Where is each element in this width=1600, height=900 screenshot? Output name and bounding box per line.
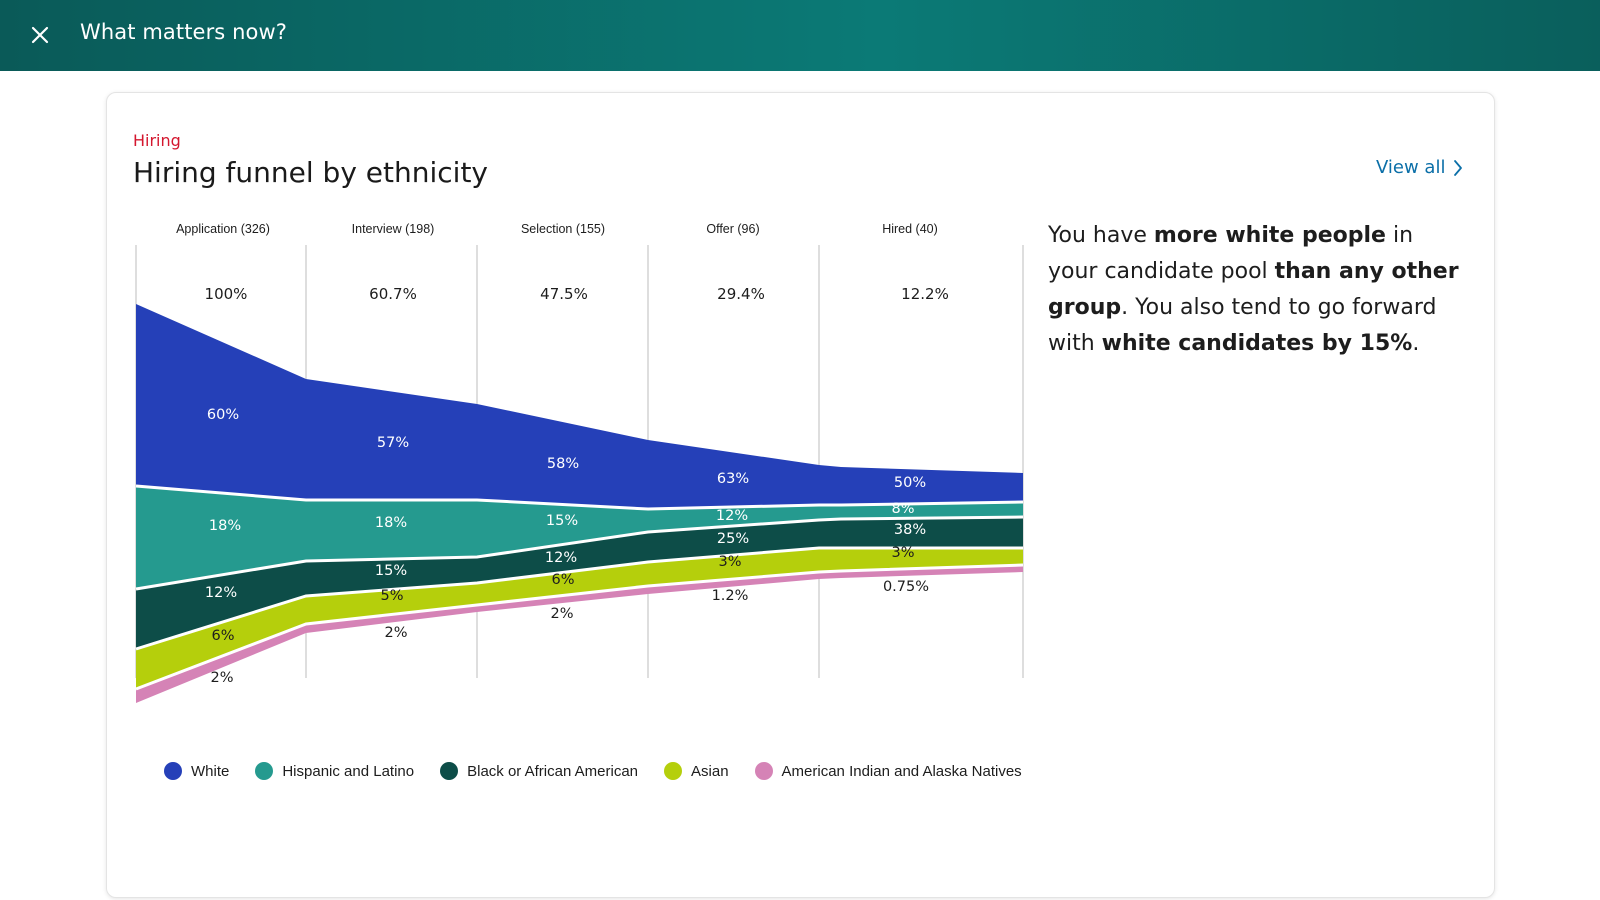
insight-highlight: than any other group [1048,259,1459,320]
band-separator [135,563,1024,691]
band-value-label: 15% [546,513,578,529]
legend-swatch [255,762,274,780]
stage-percent-label: 60.7% [369,285,417,303]
band-value-label: 15% [375,563,407,579]
band-value-label: 2% [210,670,233,686]
band-value-label: 57% [377,435,409,451]
close-icon [31,26,49,44]
page-title: What matters now? [80,20,287,44]
view-all-label: View all [1376,157,1446,178]
legend-swatch [664,762,683,780]
legend-item: Black or African American [440,762,638,780]
legend-item: White [164,762,229,780]
insight-segment: in your candidate pool [1048,223,1414,284]
view-all-link[interactable]: View all [1376,157,1463,178]
chevron-right-icon [1454,159,1463,176]
legend-label: Asian [691,762,729,780]
band-value-label: 1.2% [712,588,749,604]
band-value-label: 12% [716,508,748,524]
legend-label: Black or African American [467,762,639,780]
insight-segment: You have [1048,223,1154,248]
top-bar: What matters now? [0,0,1600,71]
band-value-label: 6% [551,572,574,588]
band-separator [135,484,1024,511]
insight-text: You have more white people in your candi… [1048,218,1468,362]
band-separator [135,546,1023,651]
band-value-label: 50% [894,475,926,491]
stage-percent-label: 100% [205,285,248,303]
stage-percent-label: 29.4% [717,285,765,303]
band-value-label: 63% [717,471,749,487]
band-value-label: 6% [211,628,234,644]
stage-label: Selection (155) [521,222,605,236]
band-value-label: 2% [384,625,407,641]
band-value-label: 60% [207,407,239,423]
band-value-label: 12% [545,550,577,566]
stage-label: Application (326) [176,222,270,236]
insight-segment: . You also tend to go forward with [1048,295,1437,356]
band-value-label: 3% [891,545,914,561]
legend-item: American Indian and Alaska Natives [754,762,1022,780]
close-button[interactable] [26,21,54,49]
band-value-label: 58% [547,456,579,472]
band-value-label: 18% [209,518,241,534]
stage-percent-label: 47.5% [540,285,588,303]
legend-label: Hispanic and Latino [282,762,415,780]
stage-percent-label: 12.2% [901,285,949,303]
band-value-label: 12% [205,585,237,601]
band-value-label: 5% [380,588,403,604]
legend-swatch [754,762,773,780]
band-value-label: 38% [894,522,926,538]
card-category-label: Hiring [133,131,181,150]
band-value-label: 0.75% [883,579,929,595]
legend-item: Asian [664,762,729,780]
band-asian [136,548,1023,689]
legend-label: White [191,762,230,780]
legend-swatch [164,762,182,780]
insight-highlight: white candidates by 15% [1101,331,1413,356]
stage-label: Offer (96) [706,222,759,236]
band-value-label: 2% [550,606,573,622]
band-value-label: 18% [375,515,407,531]
band-value-label: 25% [717,531,749,547]
chart-legend: White Hispanic and Latino Black or African… [164,762,1022,780]
band-value-label: 8% [891,501,914,517]
band-separator [135,515,1024,591]
band-value-label: 3% [718,554,741,570]
insight-highlight: more white people [1153,223,1386,248]
stage-label: Hired (40) [882,222,938,236]
band-white [136,304,1023,509]
card-title: Hiring funnel by ethnicity [133,156,488,189]
legend-swatch [440,762,459,780]
legend-label: American Indian and Alaska Natives [781,762,1022,780]
insight-segment: . [1412,331,1420,356]
band-hispanic-and-latino [136,486,1023,589]
legend-item: Hispanic and Latino [255,762,414,780]
hiring-funnel-chart: Application (326) Interview (198) Selectio… [135,222,1024,703]
stage-label: Interview (198) [352,222,435,236]
